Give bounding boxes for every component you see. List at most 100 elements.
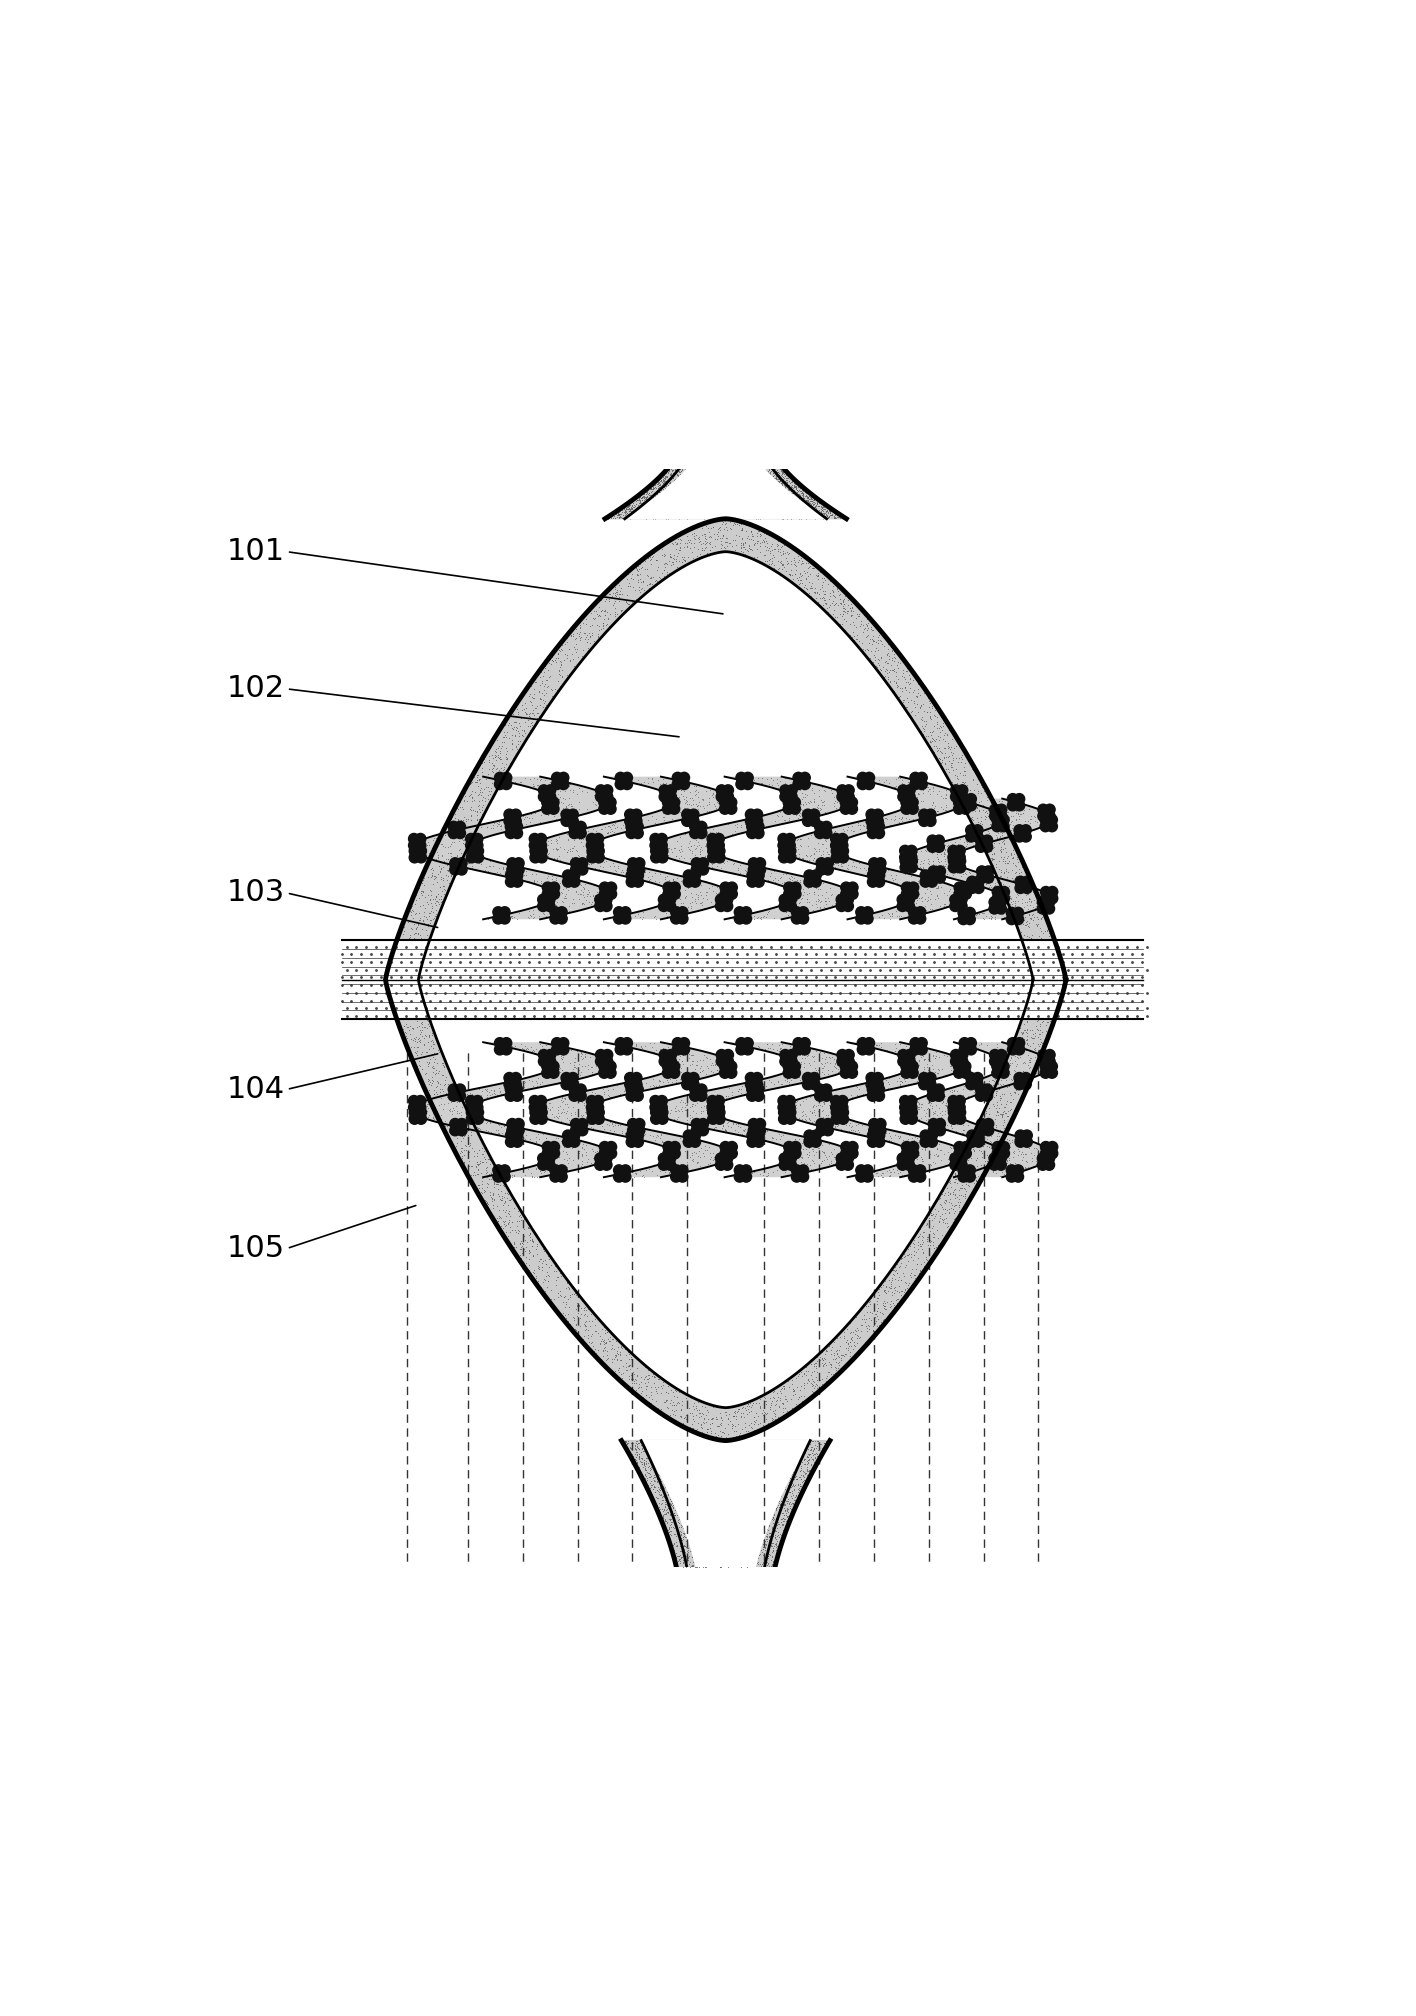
Point [936, 859, 959, 891]
Point [733, 1516, 756, 1548]
Point [670, 456, 692, 488]
Point [959, 790, 981, 823]
Point [624, 853, 647, 885]
Point [692, 1435, 715, 1468]
Point [738, 1468, 760, 1500]
Point [760, 1540, 783, 1572]
Point [901, 1040, 923, 1073]
Point [661, 1435, 684, 1468]
Point [826, 1339, 848, 1371]
Point [592, 1325, 615, 1357]
Circle shape [542, 804, 552, 814]
Point [925, 1131, 947, 1163]
Point [988, 1062, 1011, 1095]
Point [670, 437, 692, 470]
Point [753, 486, 776, 518]
Point [743, 1564, 766, 1597]
Point [758, 476, 780, 508]
Point [845, 1109, 868, 1141]
Point [991, 843, 1014, 875]
Point [622, 1355, 644, 1387]
Point [680, 460, 702, 492]
Point [657, 1492, 680, 1524]
Point [624, 496, 647, 528]
Point [935, 792, 957, 825]
Point [728, 1558, 750, 1591]
Point [854, 611, 877, 643]
Point [794, 786, 817, 818]
Point [658, 1403, 681, 1435]
Point [436, 814, 459, 847]
Point [694, 1429, 716, 1462]
Point [769, 1524, 792, 1556]
Point [656, 1488, 678, 1520]
Point [796, 1460, 818, 1492]
Point [692, 1530, 715, 1562]
Point [932, 1204, 954, 1236]
Point [749, 439, 772, 472]
Point [898, 659, 920, 691]
Point [435, 827, 457, 859]
Point [803, 484, 826, 516]
Point [797, 877, 820, 909]
Point [773, 1441, 796, 1474]
Point [1014, 879, 1037, 911]
Point [673, 1450, 695, 1482]
Point [692, 1439, 715, 1472]
Point [649, 1474, 671, 1506]
Point [745, 1441, 767, 1474]
Point [660, 496, 683, 528]
Point [656, 1482, 678, 1514]
Point [742, 437, 765, 470]
Point [650, 476, 673, 508]
Point [769, 486, 792, 518]
Point [433, 1091, 456, 1123]
Point [701, 433, 724, 466]
Point [827, 575, 850, 607]
Point [484, 752, 507, 784]
Point [691, 1494, 714, 1526]
Point [746, 452, 769, 484]
Point [731, 480, 753, 512]
Point [736, 458, 759, 490]
Circle shape [929, 867, 939, 877]
Point [739, 1514, 762, 1546]
Point [466, 796, 489, 829]
Point [735, 456, 758, 488]
Point [650, 1363, 673, 1395]
Point [977, 831, 1000, 863]
Point [760, 474, 783, 506]
Point [680, 490, 702, 522]
Point [770, 490, 793, 522]
Point [666, 476, 688, 508]
Point [922, 1052, 944, 1085]
Point [746, 450, 769, 482]
Point [1003, 1058, 1025, 1091]
Point [779, 1450, 801, 1482]
Point [1038, 958, 1061, 990]
Point [745, 460, 767, 492]
Point [755, 466, 777, 498]
Point [752, 1427, 775, 1460]
Point [920, 1240, 943, 1272]
Point [452, 1143, 474, 1175]
Point [1022, 879, 1045, 911]
Circle shape [898, 895, 908, 905]
Point [765, 1512, 787, 1544]
Point [957, 788, 980, 821]
Point [997, 871, 1020, 903]
Point [726, 458, 749, 490]
Point [1049, 964, 1072, 996]
Point [542, 681, 565, 714]
Point [650, 1462, 673, 1494]
Point [510, 1226, 532, 1258]
Point [632, 861, 654, 893]
Point [742, 520, 765, 552]
Point [675, 1089, 698, 1121]
Point [765, 798, 787, 831]
Point [595, 1312, 617, 1345]
Point [649, 470, 671, 502]
Point [660, 458, 683, 490]
Point [590, 1143, 613, 1175]
Point [705, 474, 728, 506]
